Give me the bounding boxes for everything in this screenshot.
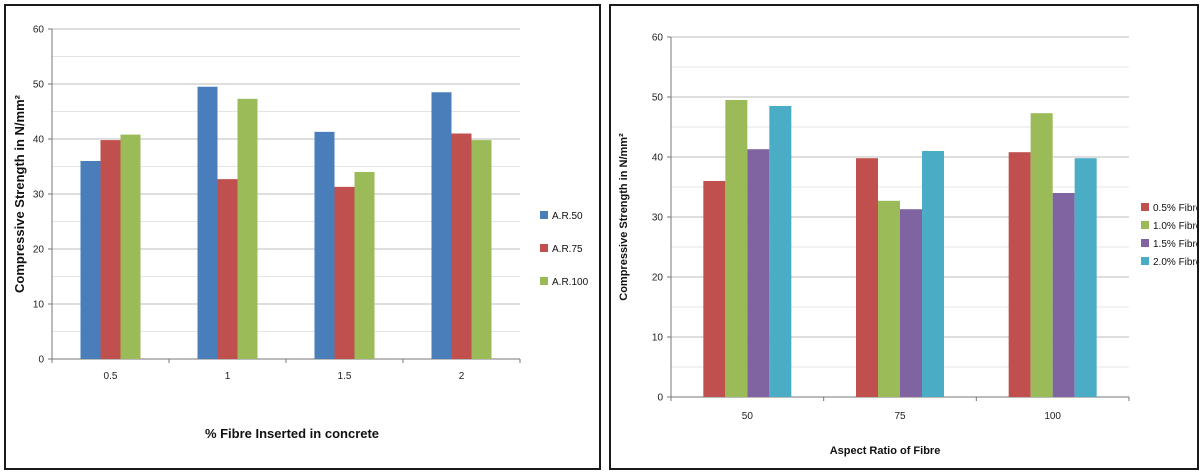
legend-swatch	[1141, 203, 1149, 211]
legend-swatch	[540, 277, 548, 285]
legend-swatch	[1141, 257, 1149, 265]
bar	[471, 140, 492, 359]
y-tick-label: 30	[652, 213, 664, 224]
bar	[922, 151, 944, 397]
bar	[314, 131, 335, 359]
y-tick-label: 0	[38, 355, 44, 366]
y-axis-title: Compressive Strength in N/mm²	[618, 133, 630, 301]
bar	[334, 186, 355, 359]
x-tick-label: 75	[894, 411, 906, 422]
x-tick-label: 50	[742, 411, 754, 422]
y-tick-label: 50	[652, 93, 664, 104]
legend-label: 0.5% Fibre	[1153, 203, 1197, 214]
y-tick-label: 60	[652, 33, 664, 44]
legend-swatch	[1141, 221, 1149, 229]
legend-swatch	[1141, 239, 1149, 247]
x-tick-label: 2	[459, 371, 465, 382]
x-tick-label: 1	[225, 371, 231, 382]
bar	[451, 133, 472, 359]
bar	[80, 161, 101, 359]
bar	[197, 86, 218, 359]
x-tick-label: 1.5	[338, 371, 352, 382]
x-axis-title: Aspect Ratio of Fibre	[830, 445, 941, 457]
bar	[431, 92, 452, 359]
bar	[217, 179, 238, 359]
bar	[100, 140, 121, 359]
y-axis-title: Compressive Strength in N/mm²	[12, 94, 27, 293]
y-tick-label: 20	[33, 245, 45, 256]
bar	[725, 100, 748, 397]
chart-panel-left: 0 10 20 30 40 50 60 0.5 1 1.5 2 % Fibre Inserted in…	[4, 4, 601, 470]
y-tick-label: 40	[33, 135, 45, 146]
bar	[900, 209, 922, 397]
y-tick-label: 20	[652, 273, 664, 284]
legend-label: A.R.50	[552, 211, 583, 222]
bar	[1030, 113, 1053, 397]
y-tick-label: 50	[33, 80, 45, 91]
bar	[856, 158, 878, 397]
bar	[237, 98, 258, 359]
bar	[120, 134, 141, 359]
legend-label: 1.0% Fibre	[1153, 221, 1197, 232]
legend-swatch	[540, 211, 548, 219]
bar	[878, 200, 900, 397]
y-tick-label: 0	[657, 393, 663, 404]
bar	[1074, 158, 1097, 397]
x-tick-label: 100	[1044, 411, 1061, 422]
y-tick-label: 40	[652, 153, 664, 164]
y-tick-label: 10	[33, 300, 45, 311]
legend-label: A.R.75	[552, 244, 583, 255]
compressive-strength-vs-fibre-chart: 0 10 20 30 40 50 60 0.5 1 1.5 2 % Fibre Inserted in…	[12, 25, 589, 442]
bar	[354, 172, 375, 359]
legend-label: A.R.100	[552, 277, 589, 288]
y-tick-label: 30	[33, 190, 45, 201]
bar	[1052, 193, 1075, 397]
y-tick-label: 10	[652, 333, 664, 344]
legend-swatch	[540, 244, 548, 252]
compressive-strength-vs-aspect-ratio-chart: 0 10 20 30 40 50 60 50 75 100 Aspect Ratio of Fibr…	[618, 33, 1197, 458]
y-tick-label: 60	[33, 25, 45, 36]
bar	[747, 149, 770, 397]
x-axis-title: % Fibre Inserted in concrete	[205, 426, 379, 441]
bar	[1008, 152, 1031, 397]
bar	[769, 106, 792, 397]
legend-label: 1.5% Fibre	[1153, 239, 1197, 250]
chart-panel-right: 0 10 20 30 40 50 60 50 75 100 Aspect Ratio of Fibr…	[609, 4, 1199, 470]
bar	[703, 181, 726, 397]
legend-label: 2.0% Fibre	[1153, 257, 1197, 268]
x-tick-label: 0.5	[104, 371, 118, 382]
